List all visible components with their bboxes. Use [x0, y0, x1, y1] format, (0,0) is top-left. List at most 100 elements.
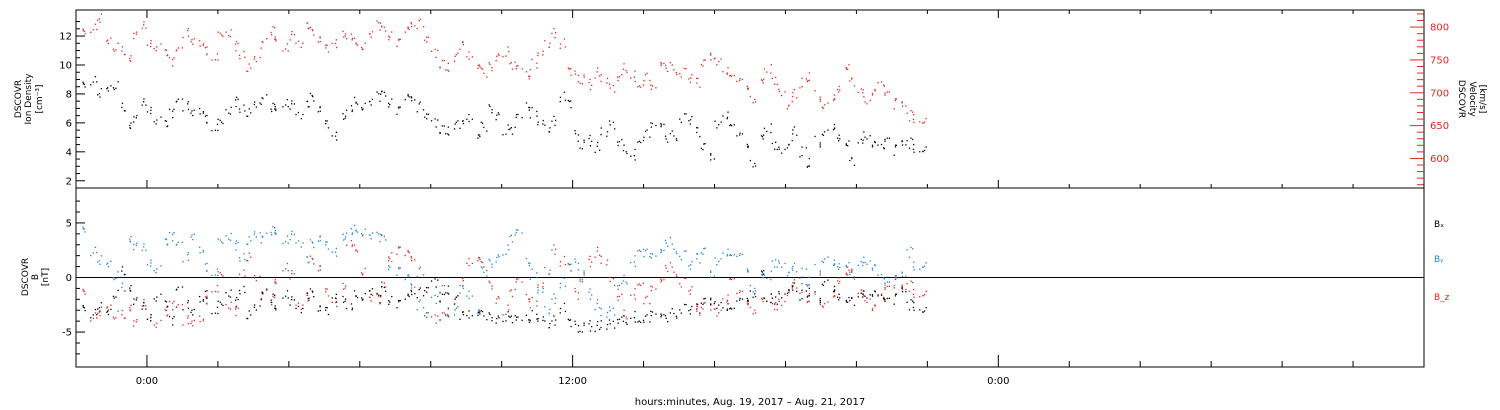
by-point: [250, 240, 252, 242]
by-point: [202, 251, 204, 253]
by-point: [710, 271, 712, 273]
bx-point: [714, 301, 716, 303]
velocity-point: [385, 30, 387, 32]
velocity-point: [646, 72, 648, 74]
bx-point: [754, 293, 756, 295]
by-point: [913, 269, 915, 271]
velocity-point: [542, 54, 544, 56]
bz-point: [306, 294, 309, 296]
bz-point: [713, 308, 715, 310]
bz-point: [399, 246, 401, 248]
velocity-point: [145, 27, 147, 29]
density-point: [285, 104, 287, 106]
velocity-tick-label: 800: [1430, 23, 1449, 34]
velocity-point: [710, 52, 712, 55]
bx-point: [173, 316, 175, 318]
density-point: [247, 115, 249, 117]
by-point: [819, 274, 821, 276]
by-point: [311, 241, 313, 243]
bx-point: [334, 297, 337, 299]
by-point: [187, 252, 189, 254]
velocity-point: [355, 43, 357, 45]
bx-point: [774, 303, 776, 305]
by-point: [153, 269, 155, 272]
bz-point: [845, 272, 847, 274]
velocity-point: [379, 29, 381, 31]
bz-point: [696, 305, 698, 307]
by-point: [922, 266, 924, 268]
bx-point: [579, 330, 581, 332]
bx-point: [799, 299, 801, 301]
bz-point: [510, 289, 512, 291]
density-point: [589, 134, 591, 137]
by-point: [640, 250, 642, 252]
by-point: [483, 271, 485, 273]
by-point: [266, 232, 268, 234]
bx-point: [863, 290, 865, 292]
density-point: [869, 135, 871, 137]
density-point: [548, 131, 550, 133]
density-point: [731, 125, 733, 127]
by-point: [398, 268, 400, 270]
bz-point: [237, 307, 239, 309]
by-point: [822, 261, 825, 264]
velocity-point: [143, 21, 145, 23]
by-point: [202, 249, 205, 252]
bx-point: [82, 305, 84, 307]
density-point: [193, 109, 195, 111]
velocity-point: [361, 49, 363, 51]
by-point: [343, 239, 345, 241]
bx-point: [480, 310, 482, 312]
by-point: [895, 275, 897, 277]
by-point: [630, 262, 632, 264]
velocity-point: [435, 56, 437, 58]
by-point: [112, 277, 115, 279]
velocity-point: [336, 46, 338, 49]
bz-point: [106, 307, 108, 309]
bz-point: [925, 290, 927, 292]
bz-point: [115, 317, 117, 319]
bz-point: [286, 262, 289, 265]
density-point: [96, 81, 98, 83]
bx-point: [851, 297, 853, 299]
by-point: [792, 269, 794, 271]
density-point: [893, 154, 895, 156]
bz-point: [496, 298, 498, 300]
density-point: [786, 147, 789, 149]
velocity-point: [355, 42, 357, 44]
bx-point: [391, 295, 393, 298]
by-point: [254, 231, 256, 233]
bx-point: [720, 301, 722, 304]
bz-point: [606, 259, 609, 261]
velocity-point: [259, 56, 261, 59]
bz-point: [839, 280, 841, 283]
bz-point: [884, 288, 886, 290]
bx-point: [901, 287, 903, 289]
by-point: [291, 230, 293, 233]
density-point: [671, 130, 673, 132]
bz-point: [355, 249, 357, 251]
density-point: [434, 118, 436, 120]
by-point: [886, 281, 888, 283]
velocity-point: [129, 57, 131, 59]
velocity-point: [671, 64, 673, 66]
velocity-point: [398, 39, 400, 41]
bz-point: [749, 306, 751, 309]
velocity-point: [529, 69, 531, 71]
bx-point: [113, 297, 115, 299]
density-point: [430, 120, 433, 122]
density-point: [531, 107, 533, 109]
velocity-point: [204, 47, 207, 49]
bz-point: [414, 259, 416, 261]
by-point: [623, 274, 625, 277]
by-point: [696, 253, 698, 255]
bx-point: [646, 314, 648, 316]
bx-point: [599, 328, 601, 331]
bz-point: [912, 281, 914, 284]
bz-point: [847, 274, 849, 276]
velocity-point: [477, 64, 480, 66]
bx-point: [84, 309, 86, 312]
bz-point: [640, 284, 642, 286]
by-point: [808, 284, 810, 286]
bx-point: [302, 307, 304, 310]
